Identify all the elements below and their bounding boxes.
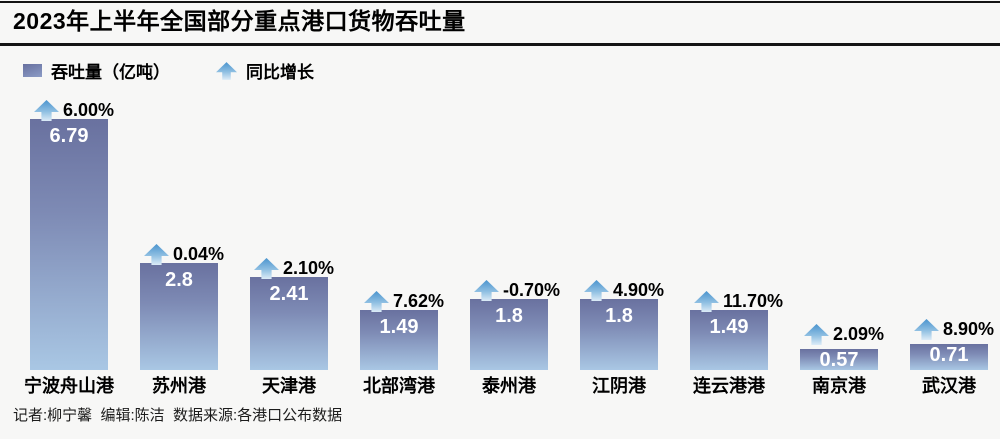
port-labels: 宁波舟山港 苏州港 天津港 北部湾港 泰州港 江阴港 连云港港 南京港 武汉港 (0, 372, 1000, 398)
legend: 吞吐量（亿吨） 同比增长 (23, 58, 314, 83)
bar: 2.8 (140, 263, 218, 370)
port-label: 泰州港 (482, 376, 536, 396)
growth-indicator: 4.90% (584, 280, 664, 301)
port-label: 江阴港 (592, 376, 646, 396)
legend-growth-arrow-slot (216, 61, 237, 80)
growth-indicator: 0.04% (144, 244, 224, 265)
throughput-swatch-icon (23, 64, 42, 77)
growth-value-label: 7.62% (393, 291, 445, 311)
growth-indicator: 7.62% (364, 291, 444, 312)
up-arrow-icon (474, 280, 499, 301)
legend-throughput-label: 吞吐量（亿吨） (51, 63, 170, 82)
bar: 1.49 (360, 310, 438, 370)
growth-value-label: 2.10% (283, 258, 335, 278)
page-title: 2023年上半年全国部分重点港口货物吞吐量 (13, 8, 466, 34)
growth-indicator: -0.70% (474, 280, 560, 301)
bar: 0.71 (910, 344, 988, 370)
bar: 2.41 (250, 277, 328, 370)
bar-chart: 6.79 6.00% 2.8 0.04% 2.41 2.10% 1.49 7.62% 1.8 -0… (0, 88, 1000, 371)
up-arrow-icon (694, 291, 719, 312)
port-label: 连云港港 (693, 376, 765, 396)
bar-value-label: 1.49 (379, 316, 419, 338)
port-label: 苏州港 (152, 376, 206, 396)
port-label: 南京港 (812, 376, 866, 396)
bar-value-label: 2.8 (165, 269, 193, 291)
bar: 6.79 (30, 119, 108, 370)
port-label: 天津港 (262, 376, 316, 396)
top-border-line (0, 1, 1000, 3)
bar-value-label: 1.8 (605, 305, 633, 327)
up-arrow-icon (144, 244, 169, 265)
up-arrow-icon (254, 258, 279, 279)
bar: 1.8 (580, 299, 658, 370)
growth-indicator: 2.10% (254, 258, 334, 279)
growth-value-label: -0.70% (503, 280, 561, 300)
legend-item-throughput: 吞吐量（亿吨） (23, 58, 170, 83)
growth-indicator: 2.09% (804, 324, 884, 345)
up-arrow-icon (34, 100, 59, 121)
growth-value-label: 2.09% (833, 324, 885, 344)
port-label: 武汉港 (922, 376, 976, 396)
credits-line: 记者:柳宁馨 编辑:陈洁 数据来源:各港口公布数据 (13, 407, 343, 424)
port-label: 北部湾港 (363, 376, 435, 396)
growth-indicator: 11.70% (694, 291, 783, 312)
growth-indicator: 6.00% (34, 100, 114, 121)
growth-value-label: 11.70% (723, 291, 784, 311)
legend-growth-label: 同比增长 (246, 63, 314, 82)
bar-value-label: 6.79 (49, 125, 89, 147)
growth-value-label: 8.90% (943, 319, 995, 339)
bar-value-label: 1.49 (709, 316, 749, 338)
growth-value-label: 4.90% (613, 280, 665, 300)
growth-indicator: 8.90% (914, 319, 994, 340)
up-arrow-icon (584, 280, 609, 301)
bar: 1.8 (470, 299, 548, 370)
bar-value-label: 2.41 (269, 283, 309, 305)
title-divider-line (0, 43, 1000, 46)
bar-value-label: 1.8 (495, 305, 523, 327)
up-arrow-icon (364, 291, 389, 312)
legend-item-growth: 同比增长 (216, 58, 314, 83)
bar: 0.57 (800, 349, 878, 371)
growth-value-label: 6.00% (63, 100, 115, 120)
growth-value-label: 0.04% (173, 244, 225, 264)
bar-value-label: 0.57 (819, 349, 859, 371)
port-label: 宁波舟山港 (24, 376, 114, 396)
bar-value-label: 0.71 (929, 344, 969, 366)
bar: 1.49 (690, 310, 768, 370)
up-arrow-icon (216, 61, 237, 80)
up-arrow-icon (804, 324, 829, 345)
up-arrow-icon (914, 319, 939, 340)
